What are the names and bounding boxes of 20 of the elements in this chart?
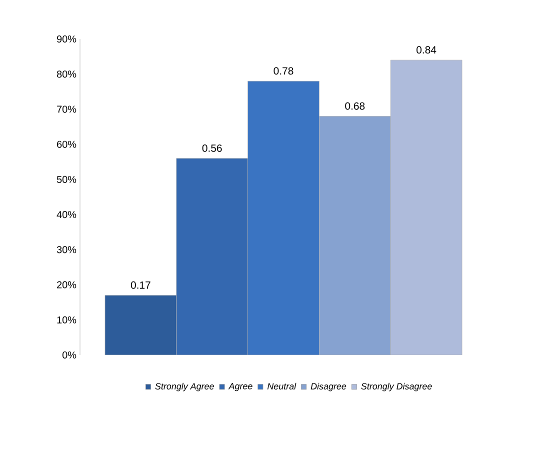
y-tick-label: 30%	[56, 246, 76, 254]
data-label: 0.17	[130, 281, 150, 289]
y-tick-label: 0%	[62, 351, 76, 359]
y-tick-label: 20%	[57, 281, 76, 288]
legend-label: Neutral	[267, 382, 296, 390]
y-tick-label: 40%	[56, 211, 76, 218]
legend-label: Agree	[228, 383, 252, 392]
y-tick-label: 60%	[57, 140, 76, 148]
y-tick-label: 70%	[57, 106, 76, 113]
legend-label: Disagree	[310, 382, 346, 392]
legend-label: Strongly Disagree	[361, 382, 432, 392]
y-tick-label: 80%	[56, 70, 76, 78]
data-label: 0.84	[416, 46, 436, 54]
y-tick-label: 90%	[57, 35, 76, 43]
data-label: 0.68	[345, 102, 365, 110]
y-tick-label: 10%	[57, 316, 76, 324]
y-tick-label: 50%	[56, 176, 76, 183]
data-label: 0.56	[202, 144, 222, 152]
data-label: 0.78	[274, 67, 294, 75]
legend-label: Strongly Agree	[155, 382, 214, 392]
